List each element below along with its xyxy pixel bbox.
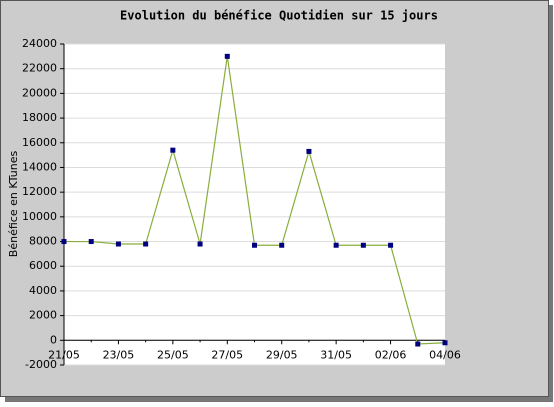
data-point — [143, 241, 149, 247]
data-point — [252, 242, 257, 248]
x-tick-label: 02/06 — [375, 348, 407, 361]
data-point — [333, 242, 339, 248]
data-point — [306, 148, 312, 154]
data-point — [442, 340, 448, 346]
y-tick-label: 16000 — [22, 136, 57, 149]
y-tick-label: 2000 — [29, 309, 57, 322]
x-tick-label: 25/05 — [157, 348, 189, 361]
data-point — [224, 53, 230, 59]
y-tick-label: 22000 — [22, 62, 57, 75]
y-tick-label: 14000 — [22, 160, 57, 173]
y-tick-label: 6000 — [29, 259, 57, 272]
data-point — [88, 239, 94, 245]
x-tick-label: 21/05 — [48, 348, 80, 361]
data-point — [170, 147, 176, 153]
y-tick-label: -2000 — [25, 358, 57, 371]
data-point — [415, 341, 421, 347]
x-tick-label: 31/05 — [320, 348, 352, 361]
data-point — [279, 242, 285, 248]
data-point — [388, 242, 394, 248]
y-tick-label: 20000 — [22, 86, 57, 99]
y-axis-label: Bénéfice en KTunes — [7, 151, 20, 258]
y-tick-label: 0 — [50, 333, 57, 346]
data-point — [61, 239, 67, 245]
x-tick-label: 23/05 — [103, 348, 135, 361]
x-tick-label: 27/05 — [211, 348, 243, 361]
y-tick-label: 18000 — [22, 111, 57, 124]
data-point — [197, 241, 203, 247]
plot-area — [64, 44, 445, 365]
y-tick-label: 12000 — [22, 185, 57, 198]
x-tick-label: 29/05 — [266, 348, 298, 361]
chart-title: Evolution du bénéfice Quotidien sur 15 j… — [120, 9, 438, 23]
data-point — [360, 242, 366, 248]
y-tick-label: 4000 — [29, 284, 57, 297]
data-point — [115, 241, 121, 247]
y-tick-label: 8000 — [29, 235, 57, 248]
x-tick-label: 04/06 — [429, 348, 461, 361]
y-tick-label: 10000 — [22, 210, 57, 223]
y-tick-label: 24000 — [22, 37, 57, 50]
